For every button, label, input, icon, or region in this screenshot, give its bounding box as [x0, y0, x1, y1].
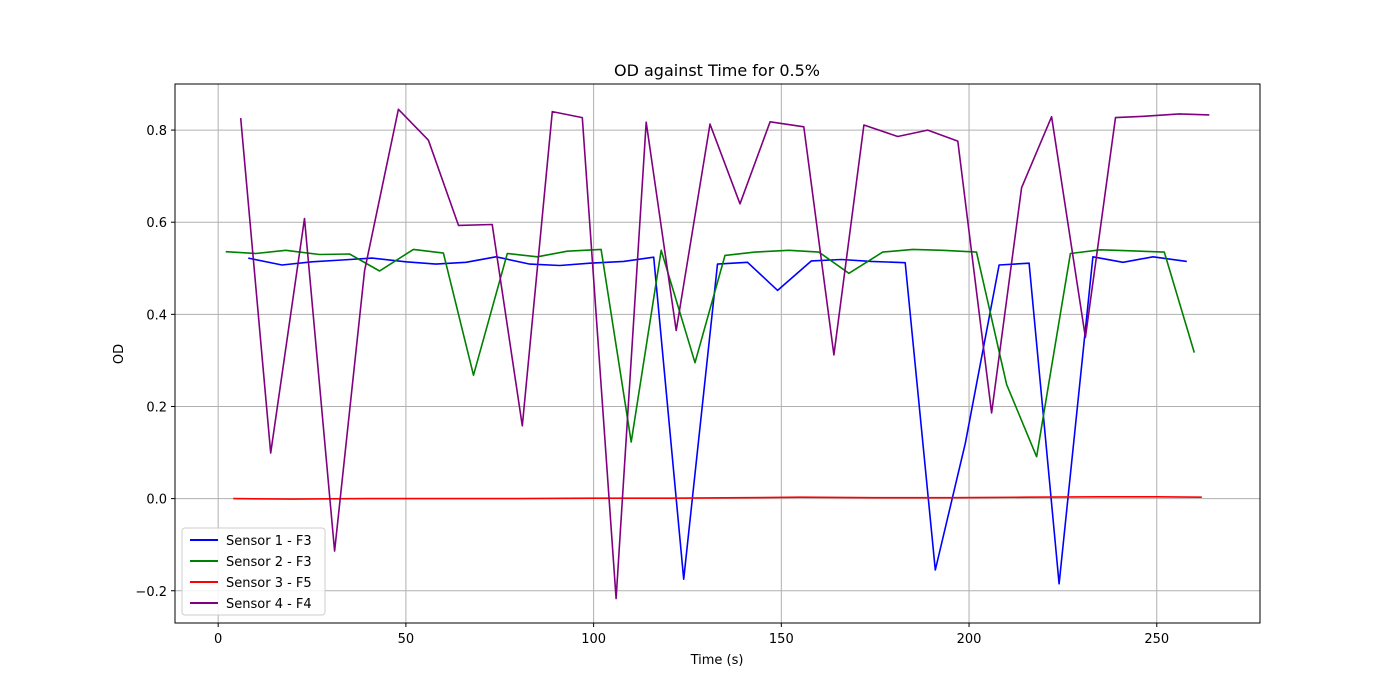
y-tick-label: 0.2: [146, 400, 167, 415]
x-tick-label: 100: [581, 632, 606, 647]
legend-entry-label: Sensor 4 - F4: [226, 597, 312, 612]
x-tick-label: 200: [957, 632, 982, 647]
y-tick-label: 0.8: [146, 124, 167, 139]
y-axis-label: OD: [112, 344, 127, 364]
legend-entry-label: Sensor 1 - F3: [226, 534, 312, 549]
y-tick-label: 0.0: [146, 493, 167, 508]
x-tick-label: 50: [398, 632, 415, 647]
x-tick-label: 250: [1144, 632, 1169, 647]
axis-ticks: 0 50 100 150 200 250 −0.2 0.0 0.2 0.4 0.6 0.8: [135, 124, 1169, 647]
series-line-sensor-3: [233, 495, 1202, 500]
series-lines: [225, 108, 1210, 600]
legend-entry-label: Sensor 3 - F5: [226, 576, 312, 591]
plot-frame: [174, 83, 1261, 624]
chart-title: OD against Time for 0.5%: [614, 61, 820, 80]
legend-box: [181, 527, 326, 616]
x-tick-label: 150: [769, 632, 794, 647]
legend: Sensor 1 - F3 Sensor 2 - F3 Sensor 3 - F5 S…: [181, 527, 326, 616]
series-line-sensor-1: [248, 255, 1187, 585]
y-tick-label: −0.2: [135, 585, 167, 600]
series-line-sensor-2: [225, 248, 1196, 458]
x-axis-label: Time (s): [690, 653, 744, 668]
y-tick-label: 0.6: [146, 216, 167, 231]
series-line-sensor-4: [239, 108, 1210, 600]
legend-entry-label: Sensor 2 - F3: [226, 555, 312, 570]
y-tick-label: 0.4: [146, 308, 167, 323]
x-tick-label: 0: [214, 632, 222, 647]
